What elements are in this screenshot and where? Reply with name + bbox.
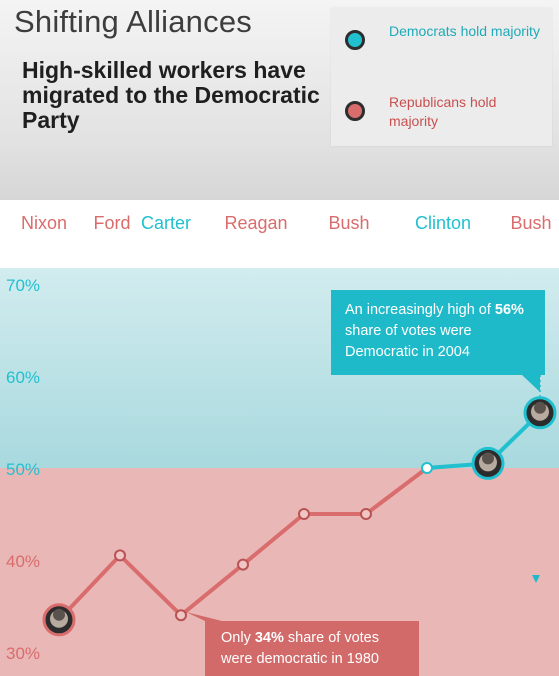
legend-label-republicans: Republicans hold majority (389, 94, 497, 129)
top-band (0, 200, 559, 268)
president-label-nixon: Nixon (21, 213, 67, 233)
data-point-4 (298, 508, 310, 520)
annotation-democratic-2004: An increasingly high of 56% share of vot… (331, 290, 545, 375)
y-tick-70: 70% (6, 276, 40, 295)
legend-label-democrats: Democrats hold majority (389, 23, 540, 39)
annotation-rep-value: 34% (254, 630, 284, 646)
data-point-3 (237, 558, 249, 571)
annotation-democratic-1980: Only 34% share of votes were democratic … (205, 621, 419, 676)
data-point-6 (421, 462, 433, 474)
series-segment-5 (364, 466, 429, 516)
series-segment-2 (179, 562, 245, 618)
y-tick-50: 50% (6, 460, 40, 479)
series-segment-3 (241, 512, 306, 567)
legend: Democrats hold majority Republicans hold… (331, 8, 552, 146)
portrait-hair-8 (534, 401, 546, 414)
data-point-1 (114, 549, 126, 562)
portrait-hair-7 (482, 452, 494, 465)
annotation-rep-pre: Only (221, 630, 255, 646)
annotation-rep-tail (186, 612, 222, 621)
democrats-dot-icon (345, 30, 365, 50)
president-label-reagan: Reagan (224, 213, 287, 233)
president-label-bush: Bush (510, 213, 551, 233)
legend-item-republicans: Republicans hold majority (345, 92, 545, 132)
y-tick-40: 40% (6, 552, 40, 571)
line-chart: Nixon Ford Carter Reagan Bush Clinton Bush 70% 6… (0, 200, 559, 676)
president-label-clinton: Clinton (415, 213, 471, 233)
republicans-dot-icon (345, 101, 365, 121)
header: Shifting Alliances High-skilled workers … (0, 0, 559, 200)
president-label-bush: Bush (328, 213, 369, 233)
annotation-dem-post: share of votes were Democratic in 2004 (345, 323, 472, 360)
president-label-ford: Ford (93, 213, 130, 233)
annotation-dem-tail (522, 375, 540, 392)
chart-subtitle: High-skilled workers have migrated to th… (22, 57, 320, 133)
y-tick-60: 60% (6, 368, 40, 387)
annotation-dem-pre: An increasingly high of (345, 302, 495, 318)
annotation-dem-value: 56% (494, 302, 524, 318)
y-tick-30: 30% (6, 644, 40, 663)
annotation-rep-post: share of votes were democratic in 1980 (221, 630, 379, 667)
data-point-5 (360, 508, 372, 520)
portrait-hair-0 (53, 608, 65, 621)
legend-item-democrats: Democrats hold majority (345, 21, 545, 61)
series-segment-1 (118, 553, 183, 618)
data-point-2 (175, 609, 187, 622)
president-label-carter: Carter (141, 213, 191, 233)
chart-title: Shifting Alliances (14, 4, 252, 39)
annotation-dem-pointer (532, 575, 540, 583)
